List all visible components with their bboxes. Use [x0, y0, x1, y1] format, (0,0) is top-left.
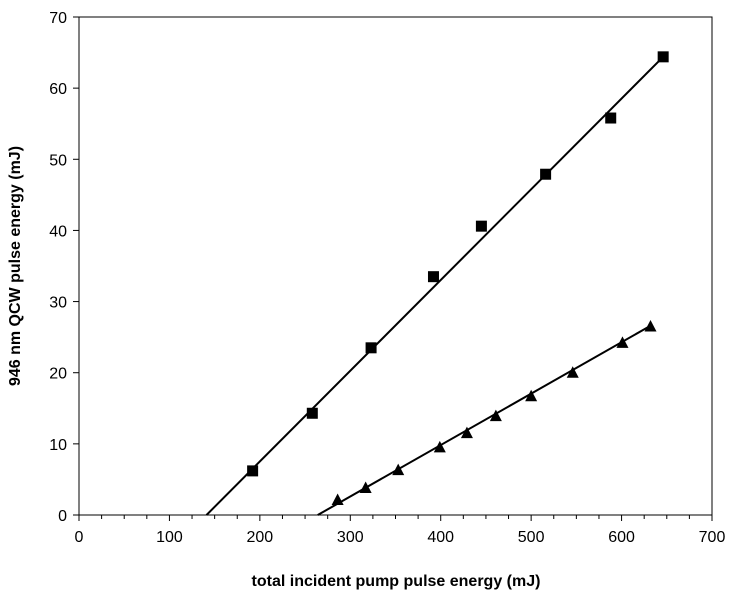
square-point: [365, 342, 377, 354]
triangle-point: [460, 426, 473, 439]
x-tick-label: 500: [518, 529, 545, 546]
triangle-point: [525, 389, 538, 402]
triangle-point: [433, 440, 446, 453]
triangle-point: [616, 336, 629, 348]
y-tick-label: 0: [58, 508, 67, 525]
axes: 0 100 200 300 400 500 600 700 0 10 20 30 40 50 60 70: [49, 10, 725, 546]
x-tick-label: 700: [699, 529, 726, 546]
y-tick-label: 60: [49, 81, 67, 98]
y-tick-label: 40: [49, 223, 67, 240]
y-tick-label: 30: [49, 295, 67, 312]
x-tick-label: 600: [608, 529, 635, 546]
y-axis-title: 946 nm QCW pulse energy (mJ): [7, 146, 24, 386]
plot-area: [78, 16, 713, 516]
triangle-point: [566, 366, 579, 378]
square-point: [306, 407, 318, 419]
y-tick-label: 20: [49, 366, 67, 383]
fit-line: [205, 56, 664, 516]
square-point: [657, 51, 669, 63]
fit-lines: [205, 56, 664, 516]
triangle-point: [489, 409, 502, 422]
fit-line: [317, 324, 652, 516]
x-tick-label: 100: [156, 529, 183, 546]
triangle-point: [392, 463, 405, 476]
square-point: [540, 168, 552, 180]
x-tick-label: 400: [427, 529, 454, 546]
triangle-point: [331, 493, 344, 506]
square-point: [247, 465, 259, 477]
square-point: [427, 271, 439, 283]
triangle-point: [359, 481, 372, 493]
square-point: [475, 220, 487, 232]
x-tick-label: 200: [247, 529, 274, 546]
x-axis-title: total incident pump pulse energy (mJ): [252, 573, 541, 590]
y-tick-label: 50: [49, 152, 67, 169]
square-point: [605, 112, 617, 124]
x-tick-label: 0: [75, 529, 84, 546]
triangle-point: [644, 319, 657, 332]
y-tick-label: 70: [49, 10, 67, 27]
x-tick-label: 300: [337, 529, 364, 546]
data-points: [247, 51, 669, 506]
y-tick-label: 10: [49, 437, 67, 454]
